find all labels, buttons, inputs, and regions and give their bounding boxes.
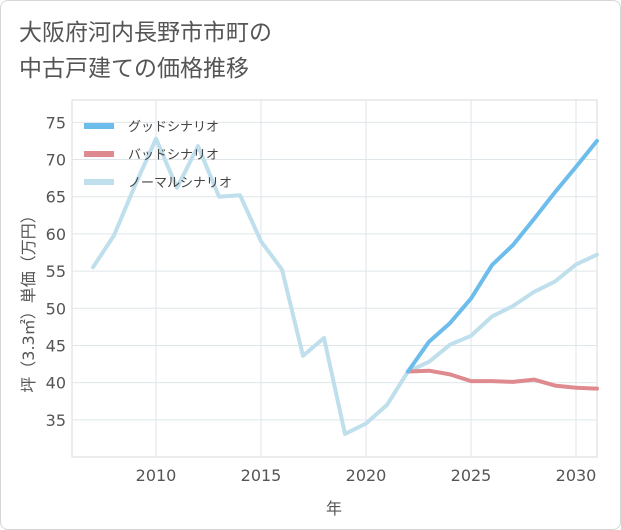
series-line-bad [406,368,599,391]
chart-title-line-2: 中古戸建ての価格推移 [19,56,249,82]
x-tick-label: 2010 [136,466,177,485]
legend-label-normal: ノーマルシナリオ [128,176,232,191]
legend-label-bad: バッドシナリオ [128,148,219,163]
x-tick-label: 2015 [241,466,282,485]
x-tick-label: 2025 [451,466,492,485]
series-lines [91,136,599,436]
x-tick-label: 2030 [556,466,597,485]
y-tick-label: 50 [46,299,66,318]
y-tick-label: 65 [46,188,66,207]
y-tick-label: 40 [46,374,66,393]
axis-ticks: 2010 2015 2020 2025 2030 35 40 45 50 55 60 65 70 75 [46,113,597,485]
chart-title: 大阪府河内長野市市町の 中古戸建ての価格推移 [19,15,272,87]
legend-label-good: グッドシナリオ [128,120,219,135]
series-line-normal [91,136,599,436]
y-tick-label: 60 [46,225,66,244]
x-tick-label: 2020 [346,466,387,485]
y-tick-label: 75 [46,113,66,132]
y-axis-label: 坪（3.3㎡）単価（万円） [19,207,38,392]
y-tick-label: 45 [46,336,66,355]
series-line-good [406,138,599,374]
chart-title-line-1: 大阪府河内長野市市町の [19,20,272,46]
y-tick-label: 55 [46,262,66,281]
y-tick-label: 35 [46,411,66,430]
x-axis-label: 年 [326,499,342,518]
y-tick-label: 70 [46,151,66,170]
